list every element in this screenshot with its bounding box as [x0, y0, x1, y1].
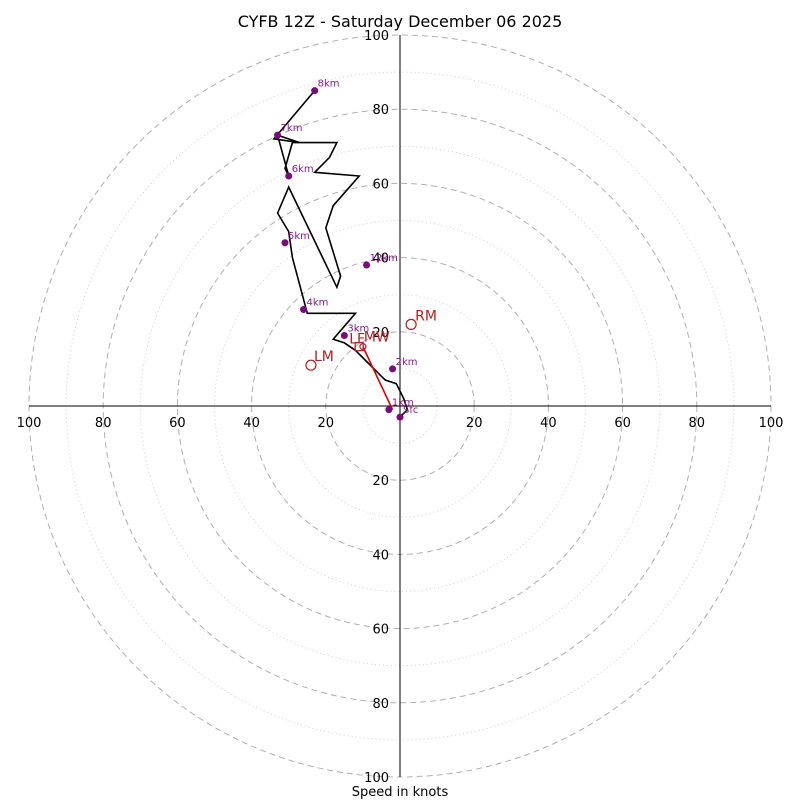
x-tick-left: 60 — [169, 416, 186, 431]
x-tick-right: 80 — [689, 416, 706, 431]
y-tick-top: 80 — [372, 103, 389, 118]
x-tick-right: 40 — [540, 416, 557, 431]
height-point-7km — [274, 131, 282, 139]
height-label-1km: 1km — [392, 398, 414, 409]
height-point-1km — [385, 406, 393, 414]
x-tick-left: 20 — [318, 416, 335, 431]
lf-label: LF — [349, 332, 365, 348]
height-point-3km — [340, 332, 348, 340]
x-tick-right: 100 — [759, 416, 784, 431]
height-point-5km — [281, 239, 289, 247]
height-point-12km — [363, 261, 371, 269]
chart-title: CYFB 12Z - Saturday December 06 2025 — [238, 12, 563, 31]
mw-label: MW — [364, 330, 390, 346]
height-label-3km: 3km — [347, 324, 369, 335]
rm-label: RM — [415, 308, 437, 324]
axes — [29, 35, 771, 777]
height-label-7km: 7km — [281, 123, 303, 134]
x-tick-right: 20 — [466, 416, 483, 431]
lf-marker — [354, 342, 364, 352]
x-tick-left: 100 — [17, 416, 42, 431]
lm-label: LM — [314, 349, 334, 365]
x-tick-left: 40 — [243, 416, 260, 431]
height-label-Sfc: Sfc — [403, 405, 418, 416]
rm-marker — [405, 318, 417, 330]
height-label-8km: 8km — [318, 79, 340, 90]
x-tick-left: 80 — [95, 416, 112, 431]
y-tick-top: 60 — [372, 177, 389, 192]
y-tick-bottom: 80 — [372, 697, 389, 712]
hodograph-line — [272, 90, 409, 418]
tick-labels: 100 80 60 40 20 20 40 60 80 100 20 40 60 80 100 20 40 60 8… — [17, 29, 784, 786]
height-point-Sfc — [396, 413, 404, 421]
x-tick-right: 60 — [614, 416, 631, 431]
y-tick-top: 100 — [364, 29, 389, 44]
y-tick-top: 40 — [372, 252, 389, 267]
height-label-4km: 4km — [307, 298, 329, 309]
shear-vector — [362, 346, 394, 411]
height-point-6km — [285, 172, 293, 180]
y-tick-bottom: 100 — [364, 771, 389, 786]
height-label-5km: 5km — [288, 231, 310, 242]
height-label-6km: 6km — [292, 164, 314, 175]
y-tick-bottom: 60 — [372, 623, 389, 638]
y-tick-top: 20 — [372, 326, 389, 341]
height-point-4km — [300, 306, 308, 314]
y-tick-bottom: 40 — [372, 548, 389, 563]
height-point-8km — [311, 87, 319, 95]
x-axis-label: Speed in knots — [352, 785, 449, 800]
y-tick-bottom: 20 — [372, 474, 389, 489]
height-label-2km: 2km — [396, 357, 418, 368]
height-point-2km — [389, 365, 397, 373]
lm-marker — [305, 359, 317, 371]
height-label-12km: 12km — [370, 253, 398, 264]
